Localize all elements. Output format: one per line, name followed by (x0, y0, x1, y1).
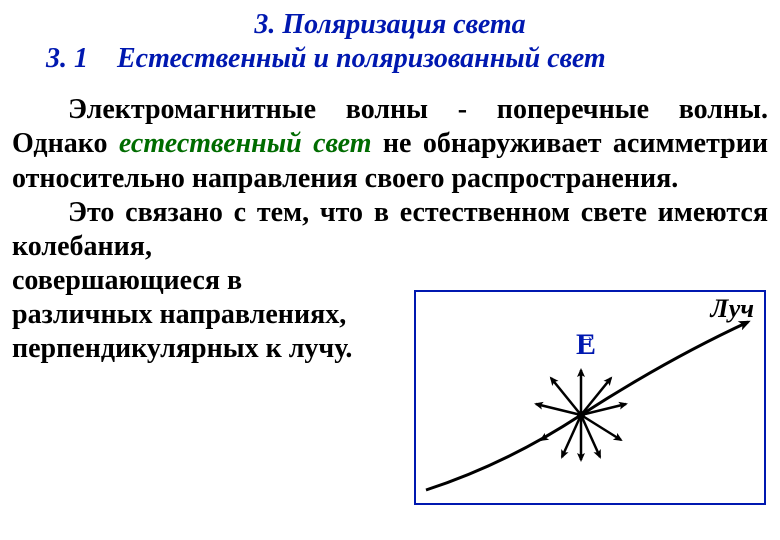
e-vector-label: E (576, 328, 596, 362)
p1-emphasis: естественный свет (119, 128, 372, 159)
section-name: Естественный и поляризованный свет (117, 43, 606, 74)
paragraph-1: Электромагнитные волны - поперечные волн… (12, 93, 768, 195)
diagram: Луч → E (414, 290, 766, 505)
section-number: 3. 1 (46, 42, 88, 76)
ray-label: Луч (710, 294, 754, 324)
paragraph-2-line1: Это связано с тем, что в естественном св… (12, 196, 768, 264)
paragraph-2-wrapped: совершающиеся в различных направлениях, … (12, 264, 412, 366)
p2-part3: различных направлениях, (12, 298, 412, 332)
p2-part2: совершающиеся в (12, 264, 412, 298)
p2-part1: Это связано с тем, что в естественном св… (12, 197, 768, 262)
title-block: 3. Поляризация света 3. 1 Естественный и… (12, 8, 768, 75)
page: 3. Поляризация света 3. 1 Естественный и… (0, 0, 780, 540)
section-title: 3. 1 Естественный и поляризованный свет (12, 42, 768, 76)
p2-part4: перпендикулярных к лучу. (12, 332, 412, 366)
chapter-title: 3. Поляризация света (12, 8, 768, 42)
